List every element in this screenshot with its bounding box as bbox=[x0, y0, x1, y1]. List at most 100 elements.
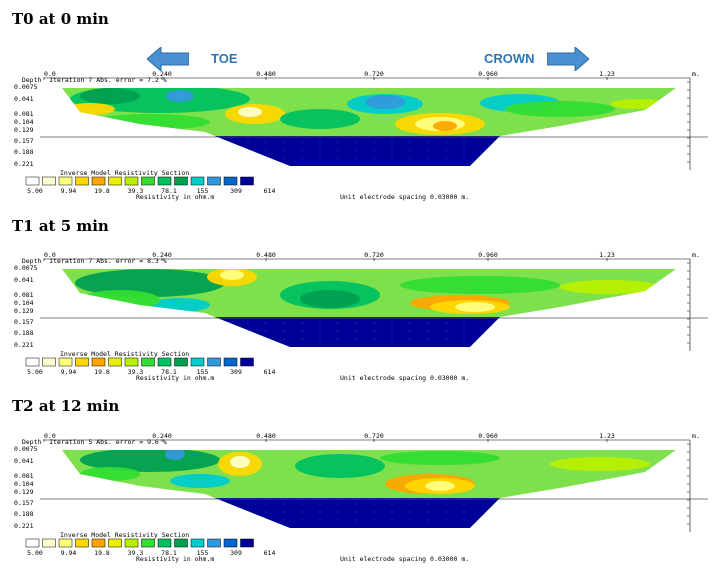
resistivity-zone bbox=[90, 114, 210, 130]
x-tick-label: 0.0 bbox=[44, 251, 56, 259]
depth-tick-label: 0.041 bbox=[14, 95, 34, 103]
depth-tick-label: 0.081 bbox=[14, 472, 34, 480]
legend-swatch bbox=[157, 357, 172, 367]
legend-swatch bbox=[207, 176, 221, 186]
legend-swatch bbox=[157, 176, 172, 186]
resistivity-zone bbox=[560, 280, 660, 294]
depth-tick-label: 0.081 bbox=[14, 110, 34, 118]
legend-swatch bbox=[108, 176, 122, 186]
legend-value: 155 bbox=[197, 368, 209, 376]
legend-swatch bbox=[75, 538, 89, 548]
legend-value: 309 bbox=[230, 368, 242, 376]
legend-value: 78.1 bbox=[161, 187, 177, 195]
legend-swatch bbox=[141, 538, 155, 548]
x-tick-label: 0.480 bbox=[256, 432, 276, 440]
legend-swatch bbox=[58, 538, 73, 548]
x-tick-label: 0.240 bbox=[152, 432, 172, 440]
depth-label: Depth bbox=[21, 76, 42, 84]
legend-value: 155 bbox=[197, 187, 209, 195]
resistivity-section-t2: 0.0 0.240 0.480 0.720 0.960 1.23 m. 0.0075 0.041… bbox=[14, 432, 708, 563]
x-unit-label: m. bbox=[692, 251, 700, 259]
legend-title: Inverse Model Resistivity Section bbox=[60, 350, 189, 358]
x-tick-label: 0.720 bbox=[364, 251, 384, 259]
resistivity-unit-label: Resistivity in ohm.m bbox=[136, 193, 214, 201]
electrode-spacing-label: Unit electrode spacing 0.03000 m. bbox=[340, 555, 469, 563]
resistivity-zone bbox=[65, 103, 115, 115]
resistivity-section-t1: 0.0 0.240 0.480 0.720 0.960 1.23 m. 0.0075 0.041… bbox=[14, 251, 708, 382]
header-row-t1: Depth Iteration 7 Abs. error = 8.3 % bbox=[14, 249, 167, 265]
resistivity-zone bbox=[230, 456, 250, 468]
x-tick-label: 0.720 bbox=[364, 432, 384, 440]
toe-label: TOE bbox=[211, 51, 238, 66]
legend-value: 39.3 bbox=[128, 549, 144, 557]
legend-swatch bbox=[240, 538, 254, 548]
depth-tick-label: 0.104 bbox=[14, 299, 34, 307]
legend-value: 9.94 bbox=[61, 187, 77, 195]
depth-tick-label: 0.0075 bbox=[14, 445, 38, 453]
resistivity-zone bbox=[505, 101, 615, 117]
resistivity-zone bbox=[433, 121, 457, 131]
x-unit-label: m. bbox=[692, 70, 700, 78]
x-tick-label: 0.240 bbox=[152, 70, 172, 78]
legend-swatch bbox=[157, 538, 172, 548]
legend-value: 5.00 bbox=[27, 187, 43, 195]
legend-value: 614 bbox=[264, 549, 276, 557]
legend-swatch bbox=[240, 176, 254, 186]
resistivity-zone bbox=[280, 109, 360, 129]
legend-swatch bbox=[25, 176, 40, 186]
legend-value: 78.1 bbox=[161, 549, 177, 557]
legend-value: 9.94 bbox=[61, 368, 77, 376]
legend-swatch bbox=[141, 357, 155, 367]
legend-value: 9.94 bbox=[61, 549, 77, 557]
legend-title: Inverse Model Resistivity Section bbox=[60, 169, 189, 177]
left-arrow-icon bbox=[147, 47, 189, 71]
legend-value: 78.1 bbox=[161, 368, 177, 376]
legend-swatch bbox=[108, 357, 122, 367]
x-tick-label: 0.960 bbox=[478, 251, 498, 259]
legend-value: 5.00 bbox=[27, 549, 43, 557]
resistivity-zone bbox=[400, 276, 560, 294]
legend-swatch bbox=[190, 538, 205, 548]
resistivity-zone bbox=[80, 467, 140, 481]
iteration-text: Iteration 7 Abs. error = 8.3 % bbox=[49, 257, 167, 265]
depth-tick-label: 0.221 bbox=[14, 522, 34, 530]
legend-title: Inverse Model Resistivity Section bbox=[60, 531, 189, 539]
legend-swatch bbox=[124, 357, 139, 367]
resistivity-zone bbox=[455, 302, 495, 312]
resistivity-zone bbox=[550, 457, 650, 471]
resistivity-zone bbox=[380, 451, 500, 465]
x-tick-label: 0.960 bbox=[478, 432, 498, 440]
resistivity-zone bbox=[610, 99, 670, 109]
resistivity-zone bbox=[220, 270, 244, 280]
depth-tick-label: 0.157 bbox=[14, 499, 34, 507]
iteration-text: Iteration 5 Abs. error = 9.6 % bbox=[49, 438, 167, 446]
depth-tick-label: 0.188 bbox=[14, 148, 34, 156]
panel-title-t1: T1 at 5 min bbox=[12, 217, 109, 235]
legend-swatch bbox=[207, 538, 221, 548]
legend-swatch bbox=[42, 176, 56, 186]
x-tick-label: 0.0 bbox=[44, 70, 56, 78]
panel-title-t0: T0 at 0 min bbox=[12, 10, 109, 28]
depth-tick-label: 0.041 bbox=[14, 276, 34, 284]
x-tick-label: 0.480 bbox=[256, 251, 276, 259]
depth-tick-label: 0.157 bbox=[14, 137, 34, 145]
legend-swatch bbox=[223, 357, 238, 367]
x-tick-label: 0.240 bbox=[152, 251, 172, 259]
depth-tick-label: 0.129 bbox=[14, 488, 34, 496]
electrode-spacing-label: Unit electrode spacing 0.03000 m. bbox=[340, 193, 469, 201]
legend-swatch bbox=[240, 357, 254, 367]
x-tick-label: 0.960 bbox=[478, 70, 498, 78]
resistivity-zone bbox=[238, 107, 262, 117]
depth-tick-label: 0.041 bbox=[14, 457, 34, 465]
resistivity-unit-label: Resistivity in ohm.m bbox=[136, 374, 214, 382]
section-base-fill bbox=[62, 450, 676, 528]
resistivity-zone bbox=[80, 290, 160, 310]
x-unit-label: m. bbox=[692, 432, 700, 440]
right-arrow-icon bbox=[547, 47, 589, 71]
legend-swatch bbox=[174, 176, 188, 186]
iteration-text: Iteration 7 Abs. error = 7.2 % bbox=[49, 76, 167, 84]
legend-value: 5.00 bbox=[27, 368, 43, 376]
depth-tick-label: 0.188 bbox=[14, 329, 34, 337]
resistivity-zone bbox=[165, 450, 185, 460]
high-resistivity-base bbox=[200, 317, 500, 347]
